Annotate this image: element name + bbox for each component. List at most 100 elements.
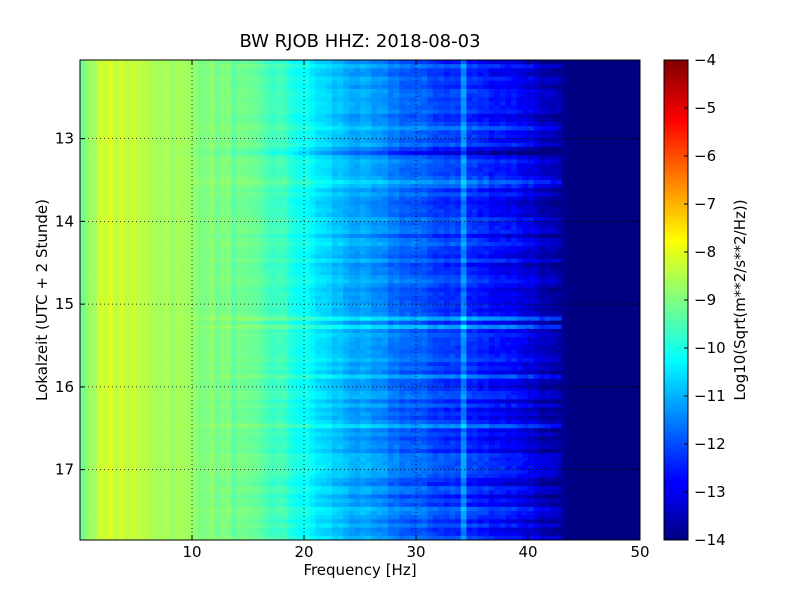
heatmap-cell bbox=[287, 167, 294, 173]
heatmap-cell bbox=[572, 229, 579, 235]
heatmap-cell bbox=[589, 229, 596, 235]
heatmap-cell bbox=[416, 229, 422, 235]
heatmap-cell bbox=[192, 142, 198, 148]
heatmap-cell bbox=[550, 213, 557, 218]
heatmap-cell bbox=[197, 113, 204, 119]
heatmap-cell bbox=[393, 109, 400, 115]
heatmap-cell bbox=[416, 208, 422, 214]
heatmap-cell bbox=[494, 93, 501, 98]
heatmap-cell bbox=[197, 200, 204, 206]
heatmap-cell bbox=[572, 68, 579, 73]
heatmap-cell bbox=[500, 155, 506, 160]
heatmap-cell bbox=[365, 142, 372, 148]
heatmap-cell bbox=[455, 72, 462, 77]
heatmap-cell bbox=[550, 159, 557, 164]
heatmap-cell bbox=[220, 138, 226, 144]
heatmap-cell bbox=[85, 225, 92, 231]
heatmap-cell bbox=[264, 130, 271, 135]
heatmap-cell bbox=[466, 122, 473, 127]
heatmap-cell bbox=[169, 242, 176, 247]
heatmap-cell bbox=[572, 80, 579, 86]
heatmap-cell bbox=[533, 64, 540, 69]
heatmap-cell bbox=[169, 109, 176, 115]
heatmap-cell bbox=[231, 101, 238, 106]
heatmap-cell bbox=[600, 113, 607, 119]
heatmap-cell bbox=[617, 146, 624, 152]
heatmap-cell bbox=[421, 175, 428, 181]
heatmap-cell bbox=[432, 246, 439, 251]
heatmap-cell bbox=[332, 109, 338, 115]
heatmap-cell bbox=[606, 175, 613, 181]
heatmap-cell bbox=[382, 254, 389, 260]
heatmap-cell bbox=[164, 122, 170, 127]
heatmap-cell bbox=[248, 159, 254, 164]
heatmap-cell bbox=[455, 175, 462, 181]
heatmap-cell bbox=[455, 258, 462, 264]
heatmap-cell bbox=[371, 233, 378, 239]
heatmap-cell bbox=[214, 258, 221, 264]
heatmap-cell bbox=[572, 250, 579, 255]
heatmap-cell bbox=[292, 159, 299, 164]
heatmap-cell bbox=[326, 208, 333, 214]
heatmap-cell bbox=[91, 200, 98, 206]
heatmap-cell bbox=[511, 113, 518, 119]
heatmap-cell bbox=[382, 93, 389, 98]
heatmap-cell bbox=[522, 117, 529, 123]
heatmap-cell bbox=[488, 171, 495, 177]
heatmap-cell bbox=[80, 217, 86, 222]
heatmap-cell bbox=[264, 122, 271, 127]
heatmap-cell bbox=[119, 167, 126, 173]
heatmap-cell bbox=[113, 196, 120, 202]
heatmap-cell bbox=[533, 88, 540, 94]
heatmap-cell bbox=[192, 84, 198, 90]
heatmap-cell bbox=[180, 64, 187, 69]
heatmap-cell bbox=[371, 175, 378, 181]
heatmap-cell bbox=[410, 175, 417, 181]
heatmap-cell bbox=[455, 200, 462, 206]
heatmap-cell bbox=[623, 138, 630, 144]
heatmap-cell bbox=[298, 80, 305, 86]
heatmap-cell bbox=[511, 142, 518, 148]
heatmap-cell bbox=[460, 192, 467, 197]
heatmap-cell bbox=[595, 242, 602, 247]
heatmap-cell bbox=[320, 159, 327, 164]
heatmap-cell bbox=[505, 159, 512, 164]
heatmap-cell bbox=[505, 200, 512, 206]
heatmap-cell bbox=[376, 237, 383, 243]
heatmap-cell bbox=[203, 64, 210, 69]
heatmap-cell bbox=[152, 237, 159, 243]
heatmap-cell bbox=[119, 242, 126, 247]
heatmap-cell bbox=[500, 200, 506, 206]
heatmap-cell bbox=[477, 171, 484, 177]
heatmap-cell bbox=[382, 60, 389, 65]
heatmap-cell bbox=[225, 146, 232, 152]
heatmap-cell bbox=[147, 204, 154, 210]
heatmap-cell bbox=[399, 130, 406, 135]
heatmap-cell bbox=[584, 188, 590, 193]
heatmap-cell bbox=[158, 180, 165, 185]
heatmap-cell bbox=[432, 151, 439, 156]
heatmap-cell bbox=[572, 204, 579, 210]
heatmap-cell bbox=[141, 213, 148, 218]
heatmap-cell bbox=[561, 246, 568, 251]
heatmap-cell bbox=[556, 262, 562, 268]
heatmap-cell bbox=[348, 217, 355, 222]
heatmap-cell bbox=[231, 171, 238, 177]
heatmap-cell bbox=[516, 138, 523, 144]
heatmap-cell bbox=[85, 213, 92, 218]
heatmap-cell bbox=[208, 196, 215, 202]
heatmap-cell bbox=[203, 250, 210, 255]
heatmap-cell bbox=[208, 171, 215, 177]
heatmap-cell bbox=[248, 146, 254, 152]
heatmap-cell bbox=[393, 171, 400, 177]
heatmap-cell bbox=[505, 113, 512, 119]
heatmap-cell bbox=[158, 250, 165, 255]
heatmap-cell bbox=[578, 97, 585, 102]
heatmap-cell bbox=[432, 184, 439, 189]
heatmap-cell bbox=[281, 233, 288, 239]
heatmap-cell bbox=[500, 254, 506, 260]
heatmap-cell bbox=[522, 80, 529, 86]
heatmap-cell bbox=[169, 93, 176, 98]
heatmap-cell bbox=[449, 64, 456, 69]
heatmap-cell bbox=[477, 229, 484, 235]
